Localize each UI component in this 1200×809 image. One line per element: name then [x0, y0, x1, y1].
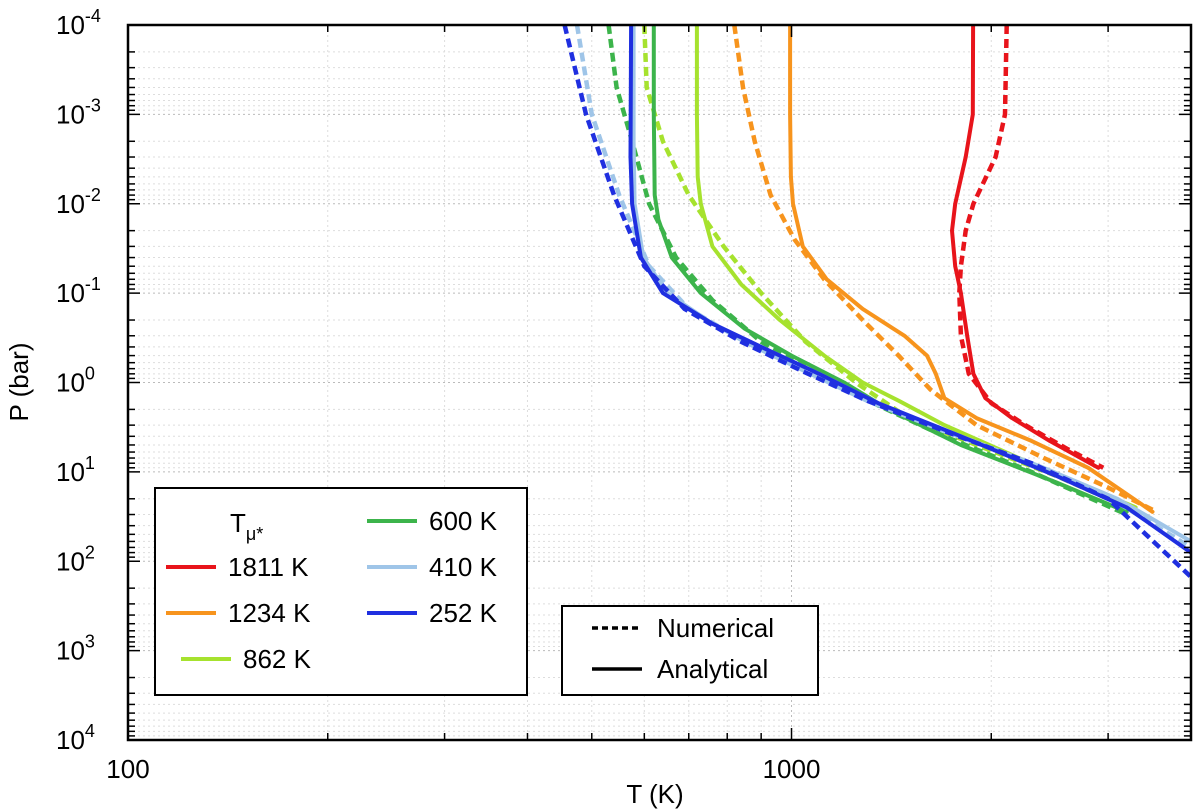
line-style-legend: Numerical Analytical: [561, 605, 819, 696]
series-1811-k-numerical-line: [957, 25, 1105, 470]
series-layer: [562, 25, 1191, 579]
y-tick-label-base: 10: [56, 189, 85, 219]
y-tick-label-base: 10: [56, 278, 85, 308]
legend-label-600-k: 600 K: [429, 506, 498, 536]
y-tick-label-base: 10: [56, 546, 85, 576]
y-tick-label: 101: [56, 453, 95, 487]
y-axis-label: P (bar): [4, 343, 34, 422]
y-tick-label-exponent: -2: [85, 185, 101, 205]
y-tick-label-exponent: 1: [85, 453, 95, 473]
y-tick-label-exponent: 0: [85, 364, 95, 384]
y-tick-label-exponent: -1: [85, 274, 101, 294]
x-tick-label: 100: [106, 754, 149, 784]
y-tick-label-base: 10: [56, 457, 85, 487]
x-tick-label: 1000: [763, 754, 821, 784]
series-252-k-analytical-line: [628, 25, 1191, 555]
y-tick-label-exponent: -4: [85, 6, 101, 26]
series-1234-k-analytical-line: [788, 25, 1155, 514]
y-tick-label-exponent: -3: [85, 95, 101, 115]
temperature-legend-title: Tμ*: [230, 508, 263, 544]
y-tick-label-base: 10: [56, 636, 85, 666]
y-tick-label: 10-2: [56, 185, 101, 219]
y-tick-label-base: 10: [56, 99, 85, 129]
line-style-legend-box: [561, 605, 819, 696]
temperature-legend-entries: 1811 K 1234 K 862 K 600 K 410 K 252 K: [166, 506, 498, 674]
legend-label-1811-k: 1811 K: [228, 552, 309, 582]
y-tick-label: 10-3: [56, 95, 101, 129]
temperature-legend: Tμ* 1811 K 1234 K 862 K 600 K 410 K 252 K: [154, 487, 528, 696]
y-tick-label-exponent: 2: [85, 542, 95, 562]
legend-label-410-k: 410 K: [429, 552, 498, 582]
y-tick-label: 103: [56, 632, 95, 666]
temperature-legend-title-main: T: [230, 508, 246, 538]
tick-marks: [127, 24, 1192, 741]
series-600-k-analytical-line: [651, 25, 1129, 514]
series-1811-k-analytical-line: [950, 25, 1101, 470]
y-tick-label: 104: [56, 721, 95, 755]
legend-numerical-label: Numerical: [657, 613, 774, 643]
y-tick-label-base: 10: [56, 725, 85, 755]
y-tick-label: 10-4: [56, 6, 101, 40]
legend-label-862-k: 862 K: [243, 644, 312, 674]
y-tick-label: 10-1: [56, 274, 101, 308]
series-410-k-analytical-line: [631, 25, 1191, 544]
y-tick-label-exponent: 3: [85, 632, 95, 652]
y-tick-label: 100: [56, 364, 95, 398]
y-tick-label-base: 10: [56, 368, 85, 398]
legend-label-1234-k: 1234 K: [228, 598, 311, 628]
y-tick-label-exponent: 4: [85, 721, 95, 741]
legend-analytical-label: Analytical: [657, 654, 768, 684]
series-1234-k-numerical-line: [732, 25, 1158, 514]
legend-label-252-k: 252 K: [429, 598, 498, 628]
temperature-legend-title-sub: μ*: [246, 524, 263, 544]
x-axis-label: T (K): [626, 779, 683, 809]
grid-lines: [127, 24, 1192, 741]
y-tick-label-base: 10: [56, 10, 85, 40]
y-tick-label: 102: [56, 542, 95, 576]
